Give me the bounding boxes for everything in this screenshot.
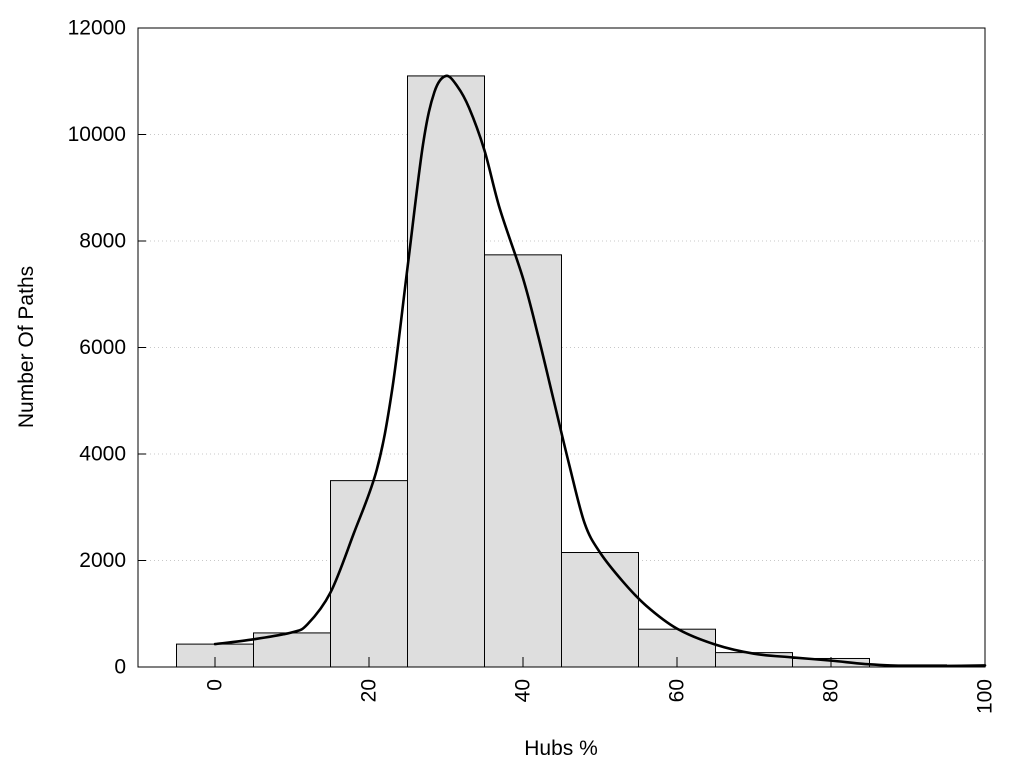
y-tick-label: 6000 <box>79 336 126 359</box>
x-tick-label: 100 <box>974 679 997 714</box>
y-axis: 0 2000 4000 6000 8000 10000 12000 <box>68 17 146 679</box>
y-tick-label: 8000 <box>79 230 126 253</box>
x-tick-label: 40 <box>512 679 535 702</box>
y-axis-title: Number Of Paths <box>15 266 38 428</box>
y-tick-label: 10000 <box>68 123 126 146</box>
y-tick-label: 2000 <box>79 549 126 572</box>
bars <box>176 75 947 668</box>
density-curve-group <box>213 74 987 668</box>
y-tick-label: 0 <box>114 656 126 679</box>
x-tick-label: 60 <box>666 679 689 702</box>
histogram-bar <box>330 480 408 668</box>
y-tick-label: 4000 <box>79 443 126 466</box>
x-tick-label: 0 <box>204 679 227 691</box>
x-tick-label: 80 <box>820 679 843 702</box>
x-axis: 0 20 40 60 80 100 <box>204 657 997 714</box>
x-axis-title: Hubs % <box>524 737 598 760</box>
histogram-bar <box>561 552 639 668</box>
y-tick-label: 12000 <box>68 17 126 40</box>
histogram-bar <box>484 254 562 668</box>
density-curve <box>213 74 987 668</box>
x-tick-label: 20 <box>358 679 381 702</box>
